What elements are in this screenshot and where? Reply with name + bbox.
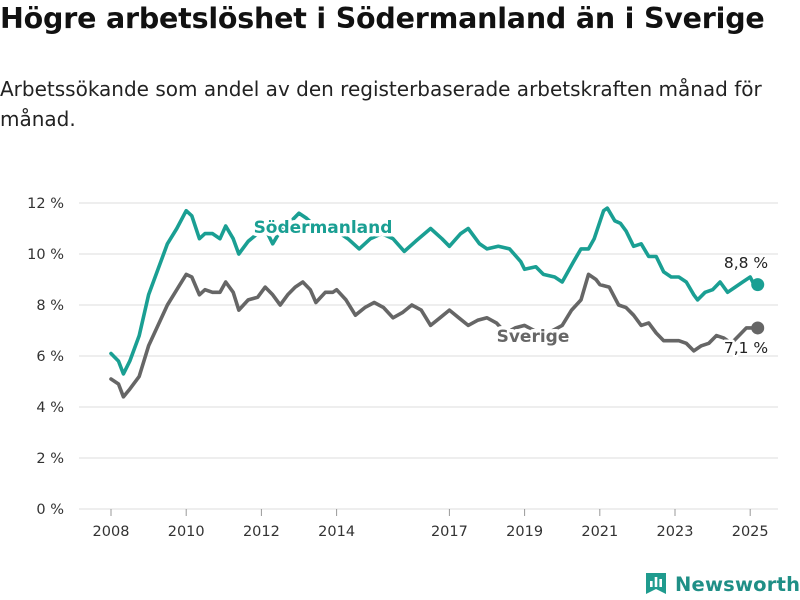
y-axis-ticks: 0 % 2 % 4 % 6 % 8 % 10 % 12 % — [27, 196, 64, 518]
series-name-halo: Södermanland — [254, 218, 393, 238]
x-tick-label: 2025 — [732, 524, 769, 540]
series-name-halo: Sverige — [497, 327, 570, 347]
y-tick-label: 8 % — [36, 298, 64, 314]
x-axis-ticks: 2008 2010 2012 2014 2017 2019 2021 2023 2025 — [93, 509, 769, 540]
x-tick-label: 2010 — [168, 524, 205, 540]
series-line-södermanland — [109, 206, 760, 376]
series-name-label: Södermanland — [254, 218, 393, 238]
x-tick-label: 2017 — [431, 524, 468, 540]
y-tick-label: 10 % — [27, 247, 64, 263]
end-value-label: 7,1 % — [724, 339, 768, 357]
series-name-label: Sverige — [497, 327, 570, 347]
series-line-sverige — [109, 272, 760, 399]
x-tick-label: 2019 — [506, 524, 543, 540]
end-value-label: 8,8 % — [724, 254, 768, 272]
chart-subtitle: Arbetssökande som andel av den registerb… — [0, 77, 762, 131]
y-tick-label: 0 % — [36, 502, 64, 518]
series-end-point — [751, 321, 765, 335]
series-end-point — [751, 278, 765, 292]
x-tick-label: 2012 — [243, 524, 280, 540]
grid-layer — [79, 202, 778, 510]
y-tick-label: 12 % — [27, 196, 64, 212]
end-value-halo: 8,8 % — [724, 254, 768, 272]
x-tick-label: 2014 — [318, 524, 355, 540]
y-tick-label: 6 % — [36, 349, 64, 365]
x-tick-label: 2008 — [93, 524, 130, 540]
y-tick-label: 4 % — [36, 400, 64, 416]
end-value-halo: 7,1 % — [724, 339, 768, 357]
series-layer — [109, 206, 765, 399]
brand-logo: Newsworthy — [645, 570, 800, 598]
y-tick-label: 2 % — [36, 451, 64, 467]
x-tick-label: 2023 — [657, 524, 694, 540]
brand-name: Newsworthy — [675, 572, 800, 596]
x-tick-label: 2021 — [581, 524, 618, 540]
chart-title: Högre arbetslöshet i Södermanland än i S… — [0, 2, 765, 35]
bar-chart-logo-icon — [646, 573, 666, 594]
